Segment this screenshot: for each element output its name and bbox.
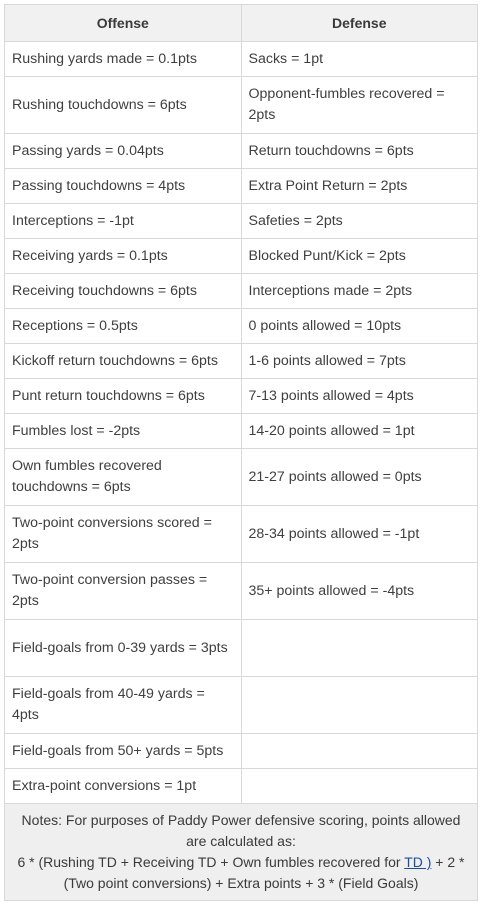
offense-cell: Punt return touchdowns = 6pts (4, 378, 242, 414)
defense-cell: Safeties = 2pts (240, 203, 478, 239)
offense-cell: Receptions = 0.5pts (4, 308, 242, 344)
offense-cell: Receiving yards = 0.1pts (4, 238, 242, 274)
defense-cell: Extra Point Return = 2pts (240, 168, 478, 204)
table-row: Own fumbles recovered touchdowns = 6pts … (4, 448, 478, 506)
table-row: Receptions = 0.5pts 0 points allowed = 1… (4, 308, 478, 344)
offense-cell: Field-goals from 40-49 yards = 4pts (4, 676, 242, 734)
defense-cell: 0 points allowed = 10pts (240, 308, 478, 344)
offense-cell: Own fumbles recovered touchdowns = 6pts (4, 448, 242, 506)
table-row: Interceptions = -1pt Safeties = 2pts (4, 203, 478, 239)
offense-header: Offense (4, 4, 242, 42)
defense-header: Defense (240, 4, 478, 42)
offense-cell: Passing touchdowns = 4pts (4, 168, 242, 204)
defense-cell (240, 619, 478, 677)
table-row: Two-point conversion passes = 2pts 35+ p… (4, 562, 478, 620)
defense-cell (240, 768, 478, 804)
scoring-table-container: Offense Defense Rushing yards made = 0.1… (4, 4, 478, 901)
defense-cell (240, 676, 478, 734)
table-row: Fumbles lost = -2pts 14-20 points allowe… (4, 413, 478, 449)
table-row: Two-point conversions scored = 2pts 28-3… (4, 505, 478, 563)
table-row: Rushing touchdowns = 6pts Opponent-fumbl… (4, 76, 478, 134)
offense-cell: Two-point conversions scored = 2pts (4, 505, 242, 563)
notes-intro: Notes: For purposes of Paddy Power defen… (21, 812, 461, 849)
offense-cell: Extra-point conversions = 1pt (4, 768, 242, 804)
defense-cell: Blocked Punt/Kick = 2pts (240, 238, 478, 274)
notes-formula-end: + 2 * (Two point conversions) + Extra po… (63, 854, 465, 891)
table-row: Receiving touchdowns = 6pts Interception… (4, 273, 478, 309)
defense-cell: 28-34 points allowed = -1pt (240, 505, 478, 563)
offense-cell: Rushing touchdowns = 6pts (4, 76, 242, 134)
table-row: Passing yards = 0.04pts Return touchdown… (4, 133, 478, 169)
offense-cell: Fumbles lost = -2pts (4, 413, 242, 449)
offense-cell: Passing yards = 0.04pts (4, 133, 242, 169)
table-row: Receiving yards = 0.1pts Blocked Punt/Ki… (4, 238, 478, 274)
defense-cell (240, 733, 478, 769)
table-row: Extra-point conversions = 1pt (4, 768, 478, 804)
header-row: Offense Defense (4, 4, 478, 42)
defense-cell: 35+ points allowed = -4pts (240, 562, 478, 620)
table-row: Field-goals from 40-49 yards = 4pts (4, 676, 478, 734)
table-row: Field-goals from 50+ yards = 5pts (4, 733, 478, 769)
defense-cell: 21-27 points allowed = 0pts (240, 448, 478, 506)
notes-formula-start: 6 * (Rushing TD + Receiving TD + Own fum… (17, 854, 405, 870)
offense-cell: Receiving touchdowns = 6pts (4, 273, 242, 309)
offense-cell: Field-goals from 50+ yards = 5pts (4, 733, 242, 769)
defense-cell: 1-6 points allowed = 7pts (240, 343, 478, 379)
defense-cell: Opponent-fumbles recovered = 2pts (240, 76, 478, 134)
notes-row: Notes: For purposes of Paddy Power defen… (4, 803, 478, 901)
offense-cell: Field-goals from 0-39 yards = 3pts (4, 619, 242, 677)
table-row: Rushing yards made = 0.1pts Sacks = 1pt (4, 41, 478, 77)
offense-cell: Interceptions = -1pt (4, 203, 242, 239)
defense-cell: 7-13 points allowed = 4pts (240, 378, 478, 414)
defense-cell: Interceptions made = 2pts (240, 273, 478, 309)
td-link[interactable]: TD ) (404, 854, 432, 870)
notes-cell: Notes: For purposes of Paddy Power defen… (4, 803, 478, 901)
table-row: Field-goals from 0-39 yards = 3pts (4, 619, 478, 677)
offense-cell: Rushing yards made = 0.1pts (4, 41, 242, 77)
defense-cell: Sacks = 1pt (240, 41, 478, 77)
table-row: Passing touchdowns = 4pts Extra Point Re… (4, 168, 478, 204)
table-row: Kickoff return touchdowns = 6pts 1-6 poi… (4, 343, 478, 379)
defense-cell: Return touchdowns = 6pts (240, 133, 478, 169)
table-row: Punt return touchdowns = 6pts 7-13 point… (4, 378, 478, 414)
scoring-table: Offense Defense Rushing yards made = 0.1… (4, 4, 478, 901)
offense-cell: Kickoff return touchdowns = 6pts (4, 343, 242, 379)
offense-cell: Two-point conversion passes = 2pts (4, 562, 242, 620)
defense-cell: 14-20 points allowed = 1pt (240, 413, 478, 449)
